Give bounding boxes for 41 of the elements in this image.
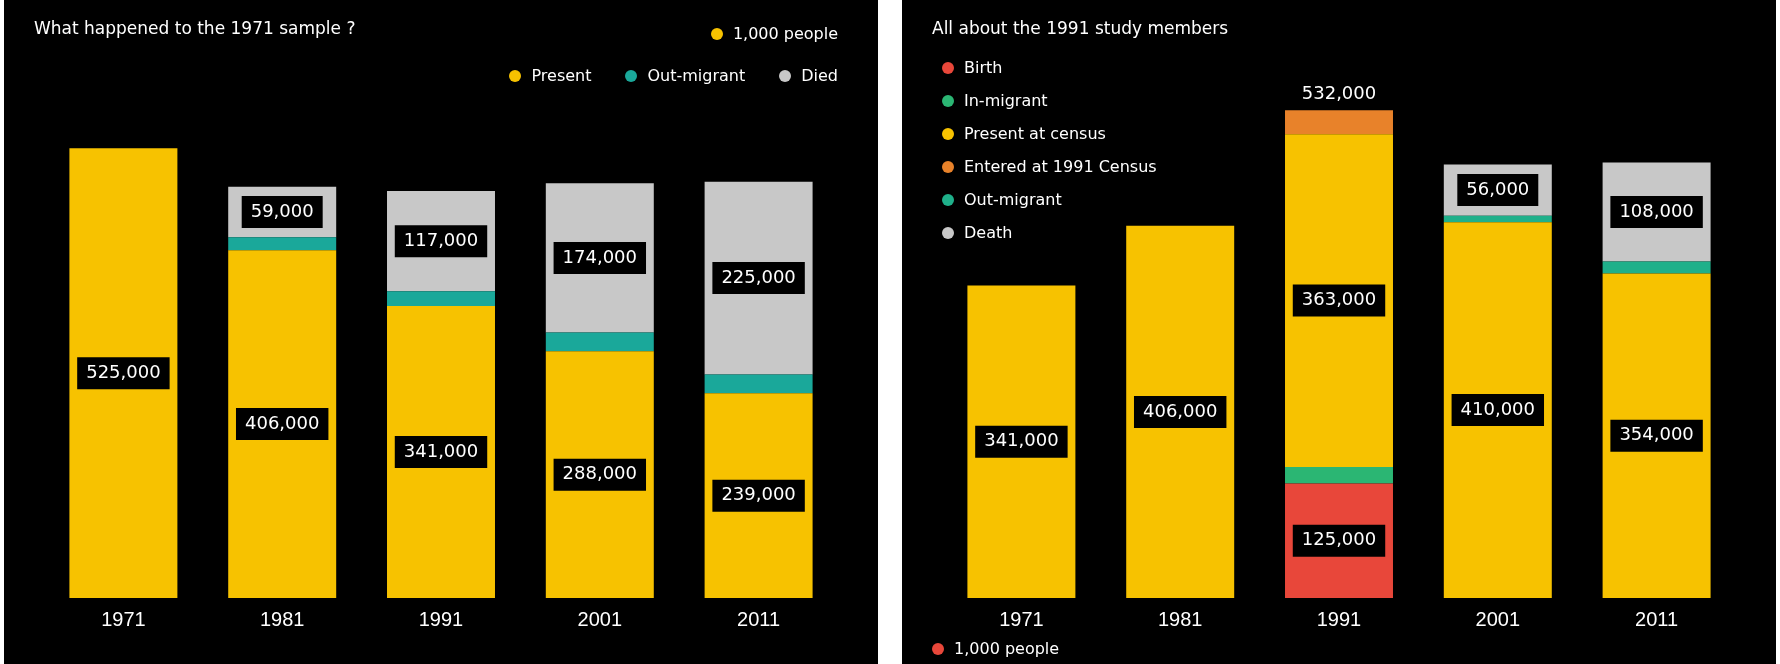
legend-label: Birth [964,58,1003,77]
data-label: 174,000 [562,245,638,267]
data-label: 363,000 [1301,288,1377,310]
legend-label: In-migrant [964,91,1048,110]
data-label: 56,000 [1466,177,1530,199]
data-label: 406,000 [244,411,320,433]
data-label: 341,000 [984,429,1059,451]
data-label: 59,000 [250,199,314,221]
x-tick-label: 2011 [1635,607,1679,630]
legend-label: Present at census [964,124,1106,143]
data-label: 410,000 [1460,397,1536,419]
x-tick-label: 1971 [999,607,1044,630]
x-tick-label: 2011 [737,607,781,630]
x-tick-label: 1981 [1157,607,1203,630]
legend-label: Death [964,223,1013,242]
x-tick-label: 1991 [1316,607,1362,630]
data-label: 341,000 [403,439,479,461]
data-label: 108,000 [1619,199,1694,221]
x-tick-label: 2001 [1475,607,1521,630]
legend-label: Out-migrant [647,66,746,85]
data-label: 354,000 [1619,423,1694,445]
text: 1,000 people [732,24,838,43]
legend-label: Out-migrant [964,190,1062,209]
text: 1,000 people [954,639,1060,658]
data-label: 525,000 [86,360,161,382]
total-label: 532,000 [1301,82,1377,104]
x-tick-label: 1991 [418,607,464,630]
data-label: 225,000 [721,265,796,287]
legend-label: Present [531,66,592,85]
x-tick-label: 2001 [577,607,623,630]
chart-title: All about the 1991 study members [932,18,1229,38]
x-tick-label: 1981 [259,607,305,630]
data-label: 406,000 [1142,399,1218,421]
data-label: 125,000 [1301,528,1377,550]
data-label: 117,000 [403,228,479,250]
legend-label: Entered at 1991 Census [964,157,1157,176]
chart-title: What happened to the 1971 sample ? [34,18,356,38]
data-label: 239,000 [721,483,796,505]
x-tick-label: 1971 [101,607,146,630]
data-label: 288,000 [562,462,638,484]
legend-label: Died [801,66,838,85]
